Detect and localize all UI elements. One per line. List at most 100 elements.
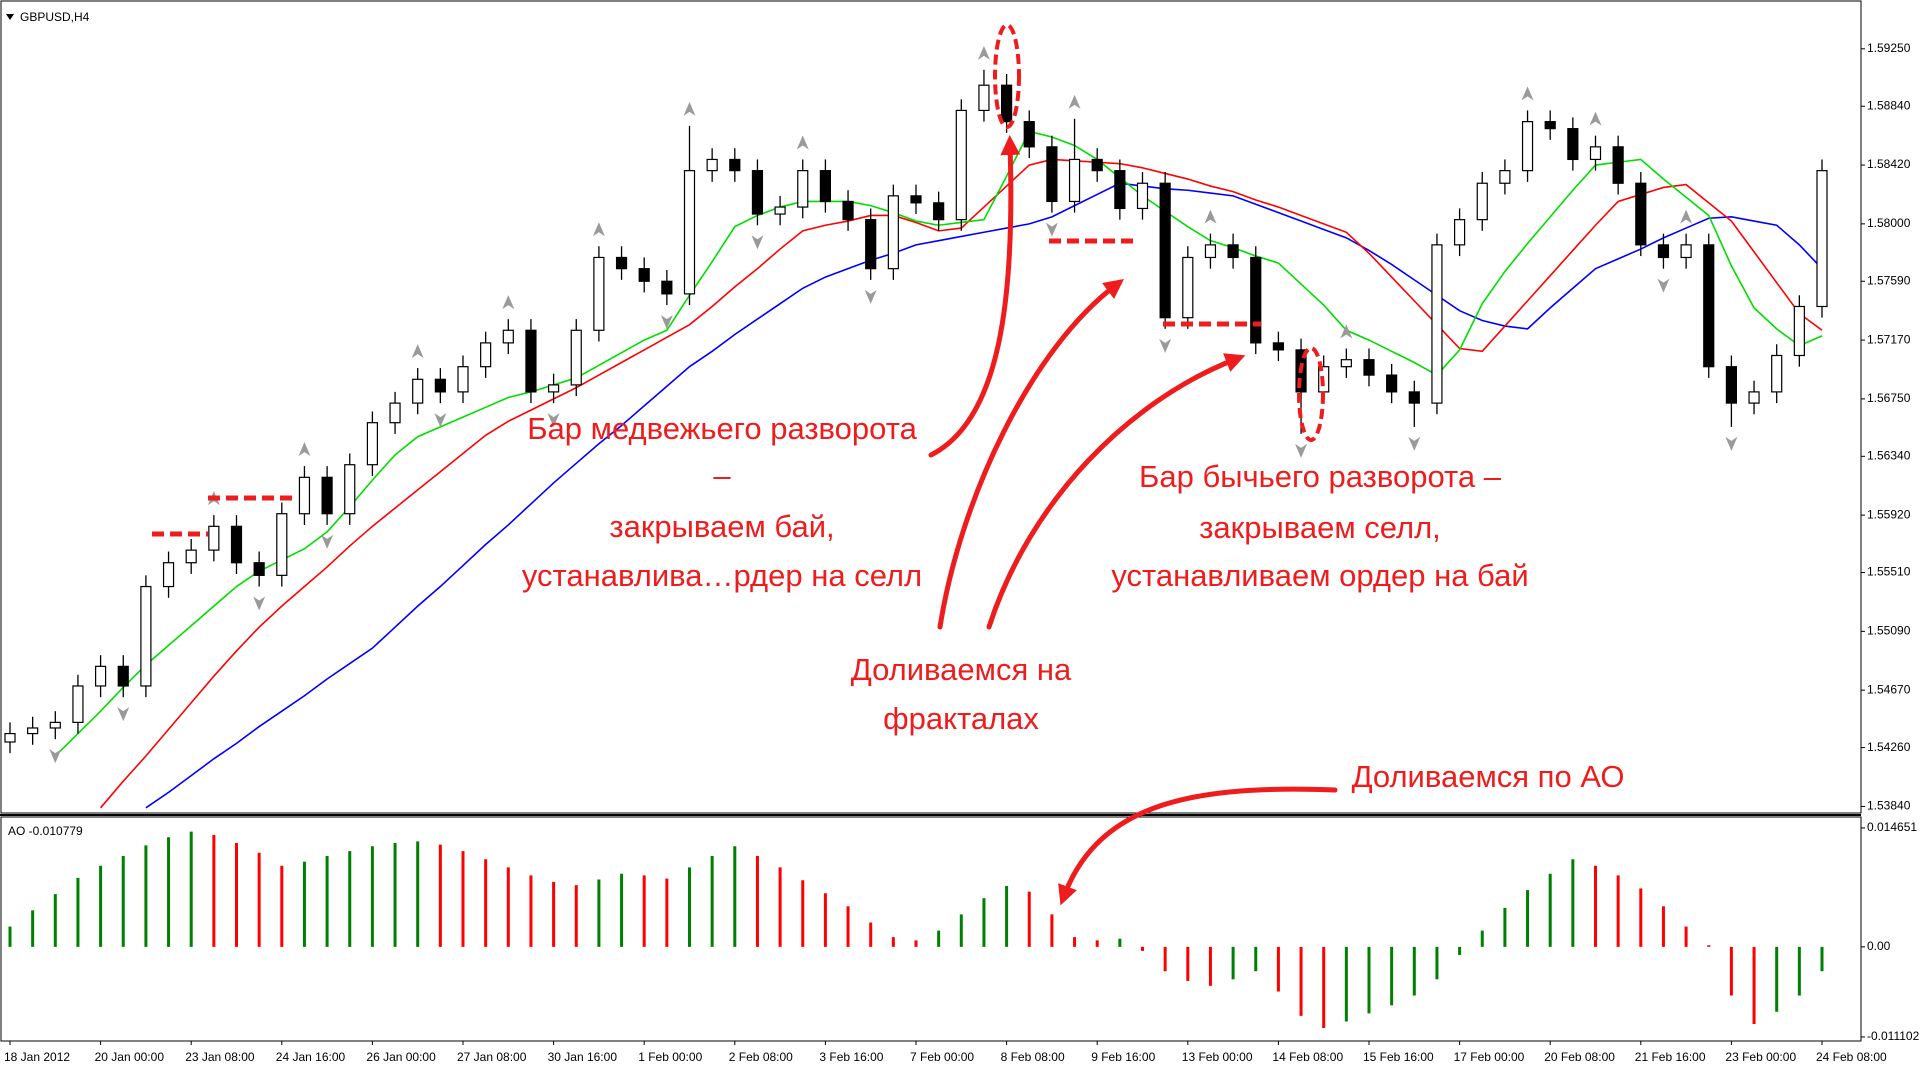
x-tick-label: 27 Jan 08:00 [457,1050,527,1064]
fractal-up [683,101,696,116]
candle-body [366,422,378,466]
y-tick-label: 1.55510 [1867,565,1911,579]
candle-body [344,464,356,515]
candle-body [230,525,243,564]
candle-body [1068,158,1081,203]
candle-body [910,195,922,204]
highlight-ellipse [1297,346,1325,442]
candle-body [298,476,311,515]
fractal-up [592,222,605,237]
candle-body [570,329,582,386]
candle-body [162,562,175,588]
candle-body [117,665,129,687]
annotation-text: Бар медвежьего разворота [527,411,917,446]
candle-body [1589,146,1602,161]
candle-body [1816,170,1828,308]
fractal-down [434,413,447,428]
y-tick-label: 0.014651 [1867,820,1917,834]
fractal-down [321,534,334,549]
candle-body [525,329,537,393]
fractal-down [660,315,673,330]
candle-body [683,170,696,295]
fractal-up [1521,86,1534,101]
candle-body [729,158,741,172]
title-dropdown-icon [6,14,14,20]
candle-body [1159,182,1171,319]
candle-body [434,378,446,393]
y-tick-label: 0.00 [1867,939,1891,953]
candle-body [185,549,197,564]
annotation-text: закрываем селл, [1199,510,1441,545]
highlight-ellipse [993,23,1021,129]
candle-body [1227,244,1239,259]
chart-title: GBPUSD,H4 [20,10,90,24]
candle-body [4,732,16,743]
x-tick-label: 15 Feb 16:00 [1363,1050,1434,1064]
candle-body [751,170,764,215]
x-tick-label: 24 Feb 08:00 [1816,1050,1887,1064]
candle-body [819,170,832,203]
annotation-text: устанавлива…рдер на селл [522,558,922,593]
x-tick-label: 26 Jan 00:00 [366,1050,436,1064]
candle-body [1136,182,1149,210]
fractal-up [796,135,809,150]
y-tick-label: 1.53840 [1867,799,1911,813]
fractal-up [977,45,990,60]
y-tick-label: 1.58840 [1867,98,1911,112]
fractal-down [1159,338,1172,353]
fractal-down [864,289,877,304]
candle-body [1793,305,1805,357]
candle-body [1431,244,1443,404]
candle-body [1114,170,1126,210]
moving-average-line [145,182,1823,809]
ao-plot [8,831,1824,1029]
annotation-text: Бар бычьего разворота – [1139,459,1502,494]
y-tick-label: 1.54670 [1867,682,1911,696]
fractal-up [1680,209,1693,224]
candle-body [865,219,877,270]
candle-body [978,84,990,112]
axes: 1.59250 1.58840 1.58420 1.58000 1.57590 1.571… [4,41,1920,1064]
fractal-up [1589,111,1602,126]
candle-body [321,476,333,515]
candle-body [1363,359,1375,376]
candle-body [1091,158,1103,172]
annotation-arrow [937,278,1124,630]
candle-body [389,402,401,424]
candle-body [842,200,854,221]
candle-body [887,195,899,270]
ao-title: AO -0.010779 [8,824,83,838]
x-tick-label: 1 Feb 00:00 [638,1050,702,1064]
candle-body [1023,121,1035,148]
annotation-text: – [713,458,731,493]
candle-body [661,280,673,295]
y-tick-label: 1.59250 [1867,41,1911,55]
fractal-down [1725,436,1738,451]
annotation-text: устанавливаем ордер на бай [1111,558,1528,593]
candle-body [1635,182,1647,246]
candle-body [774,206,786,215]
fractal-up [1204,209,1217,224]
candle-body [593,256,605,331]
main-plot [4,45,1828,809]
candle-body [1182,256,1194,319]
candle-body [457,366,469,393]
x-tick-label: 3 Feb 16:00 [819,1050,883,1064]
candle-body [1250,256,1262,344]
ao-panel-frame [0,816,1862,1042]
main-panel-frame [0,0,1862,814]
candle-body [1386,374,1398,393]
x-tick-label: 21 Feb 16:00 [1635,1050,1706,1064]
candle-body [72,685,84,723]
x-tick-label: 14 Feb 08:00 [1272,1050,1343,1064]
candle-body [1521,121,1534,172]
candle-body [1453,219,1466,246]
y-tick-label: 1.58000 [1867,216,1911,230]
candle-body [955,109,967,221]
annotation-text: Доливаемся по АО [1352,759,1625,794]
candle-body [1567,128,1579,161]
candle-body [615,256,628,270]
candle-body [276,513,288,576]
candle-body [1544,121,1556,130]
